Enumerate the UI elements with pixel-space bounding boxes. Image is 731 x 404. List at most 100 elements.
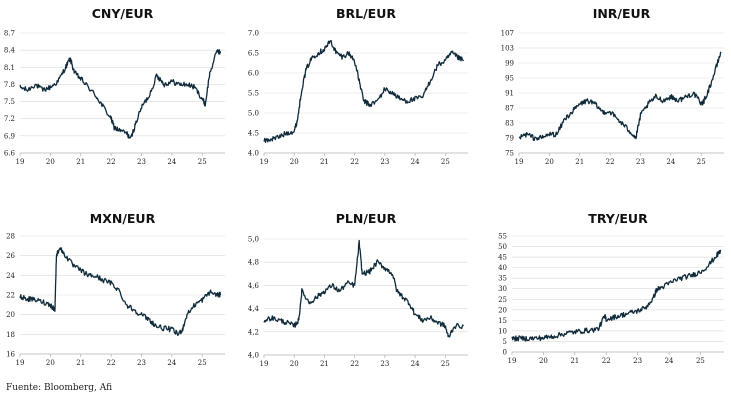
x-tick-label: 20: [46, 158, 55, 166]
series-line-4: [19, 247, 222, 337]
chart-title-5: PLN/EUR: [336, 211, 397, 226]
y-tick-label: 25: [498, 296, 507, 304]
y-tick-label: 20: [498, 306, 507, 314]
x-tick-label: 23: [137, 158, 146, 166]
series-line-3: [518, 51, 722, 142]
chart-title-6: TRY/EUR: [588, 211, 648, 226]
x-tick-label: 21: [76, 359, 85, 367]
y-tick-label: 20: [6, 311, 15, 319]
chart-title-3: INR/EUR: [593, 6, 651, 21]
y-tick-label: 87: [505, 105, 514, 113]
y-tick-label: 6.9: [4, 132, 15, 140]
y-tick-label: 15: [498, 317, 507, 325]
x-tick-label: 19: [508, 357, 517, 365]
y-tick-label: 4,4: [248, 305, 260, 313]
series-line-6: [511, 249, 722, 342]
x-tick-label: 22: [350, 360, 359, 368]
x-tick-label: 21: [575, 158, 584, 166]
y-tick-label: 99: [505, 60, 514, 68]
y-tick-label: 6.5: [248, 50, 259, 58]
y-tick-label: 5.0: [248, 110, 259, 118]
y-tick-label: 0: [503, 349, 507, 357]
x-tick-label: 24: [411, 360, 420, 368]
x-tick-label: 22: [107, 359, 116, 367]
x-tick-label: 22: [602, 357, 611, 365]
x-tick-label: 22: [350, 158, 359, 166]
source-note: Fuente: Bloomberg, Afi: [6, 383, 113, 393]
x-tick-label: 23: [633, 357, 642, 365]
x-tick-label: 25: [696, 357, 705, 365]
x-tick-label: 25: [198, 359, 207, 367]
y-tick-label: 4,2: [248, 328, 259, 336]
y-tick-label: 35: [498, 275, 507, 283]
y-tick-label: 83: [505, 120, 514, 128]
chart-title-2: BRL/EUR: [336, 6, 396, 21]
x-tick-label: 21: [320, 158, 329, 166]
series-line-1: [19, 49, 222, 139]
y-tick-label: 7.0: [248, 30, 259, 38]
y-tick-label: 4,6: [248, 282, 260, 290]
x-tick-label: 19: [16, 158, 25, 166]
x-tick-label: 25: [441, 158, 450, 166]
y-tick-label: 30: [498, 285, 507, 293]
y-tick-label: 5: [503, 338, 507, 346]
y-tick-label: 26: [6, 252, 15, 260]
y-tick-label: 6.0: [248, 70, 259, 78]
x-tick-label: 25: [441, 360, 450, 368]
x-tick-label: 20: [290, 360, 299, 368]
x-tick-label: 24: [167, 158, 176, 166]
x-tick-label: 22: [606, 158, 615, 166]
y-tick-label: 45: [498, 254, 507, 262]
y-tick-label: 103: [501, 45, 514, 53]
x-tick-label: 19: [515, 158, 524, 166]
y-tick-label: 10: [498, 327, 507, 335]
x-tick-label: 20: [545, 158, 554, 166]
y-tick-label: 18: [6, 331, 15, 339]
y-tick-label: 16: [6, 351, 15, 359]
y-tick-label: 4.5: [248, 130, 259, 138]
y-tick-label: 8.4: [4, 47, 16, 55]
y-tick-label: 22: [6, 292, 15, 300]
y-tick-label: 75: [505, 150, 514, 158]
y-tick-label: 107: [501, 30, 514, 38]
y-tick-label: 7.2: [4, 115, 15, 123]
x-tick-label: 19: [260, 158, 269, 166]
y-tick-label: 79: [505, 135, 514, 143]
x-tick-label: 24: [665, 357, 674, 365]
x-tick-label: 20: [46, 359, 55, 367]
y-tick-label: 5,0: [248, 236, 259, 244]
chart-title-4: MXN/EUR: [90, 211, 156, 226]
y-tick-label: 4,0: [248, 352, 259, 360]
series-line-2: [263, 39, 465, 143]
y-tick-label: 7.5: [4, 98, 15, 106]
x-tick-label: 22: [107, 158, 116, 166]
y-tick-label: 8.1: [4, 64, 15, 72]
y-tick-label: 24: [6, 272, 15, 280]
y-tick-label: 5.5: [248, 90, 259, 98]
x-tick-label: 19: [16, 359, 25, 367]
x-tick-label: 24: [666, 158, 675, 166]
x-tick-label: 24: [167, 359, 176, 367]
x-tick-label: 20: [290, 158, 299, 166]
y-tick-label: 50: [498, 243, 507, 251]
x-tick-label: 21: [76, 158, 85, 166]
y-tick-label: 95: [505, 75, 514, 83]
y-tick-label: 28: [6, 233, 15, 241]
y-tick-label: 91: [505, 90, 514, 98]
x-tick-label: 19: [260, 360, 269, 368]
chart-title-1: CNY/EUR: [92, 6, 154, 21]
y-tick-label: 40: [498, 264, 507, 272]
y-tick-label: 4,8: [248, 259, 259, 267]
y-tick-label: 55: [498, 233, 507, 241]
x-tick-label: 23: [137, 359, 146, 367]
x-tick-label: 20: [539, 357, 548, 365]
x-tick-label: 21: [320, 360, 329, 368]
y-tick-label: 6.6: [4, 150, 16, 158]
x-tick-label: 25: [697, 158, 706, 166]
x-tick-label: 23: [380, 158, 389, 166]
x-tick-label: 24: [411, 158, 420, 166]
series-line-5: [263, 239, 464, 338]
x-tick-label: 21: [570, 357, 579, 365]
x-tick-label: 23: [636, 158, 645, 166]
